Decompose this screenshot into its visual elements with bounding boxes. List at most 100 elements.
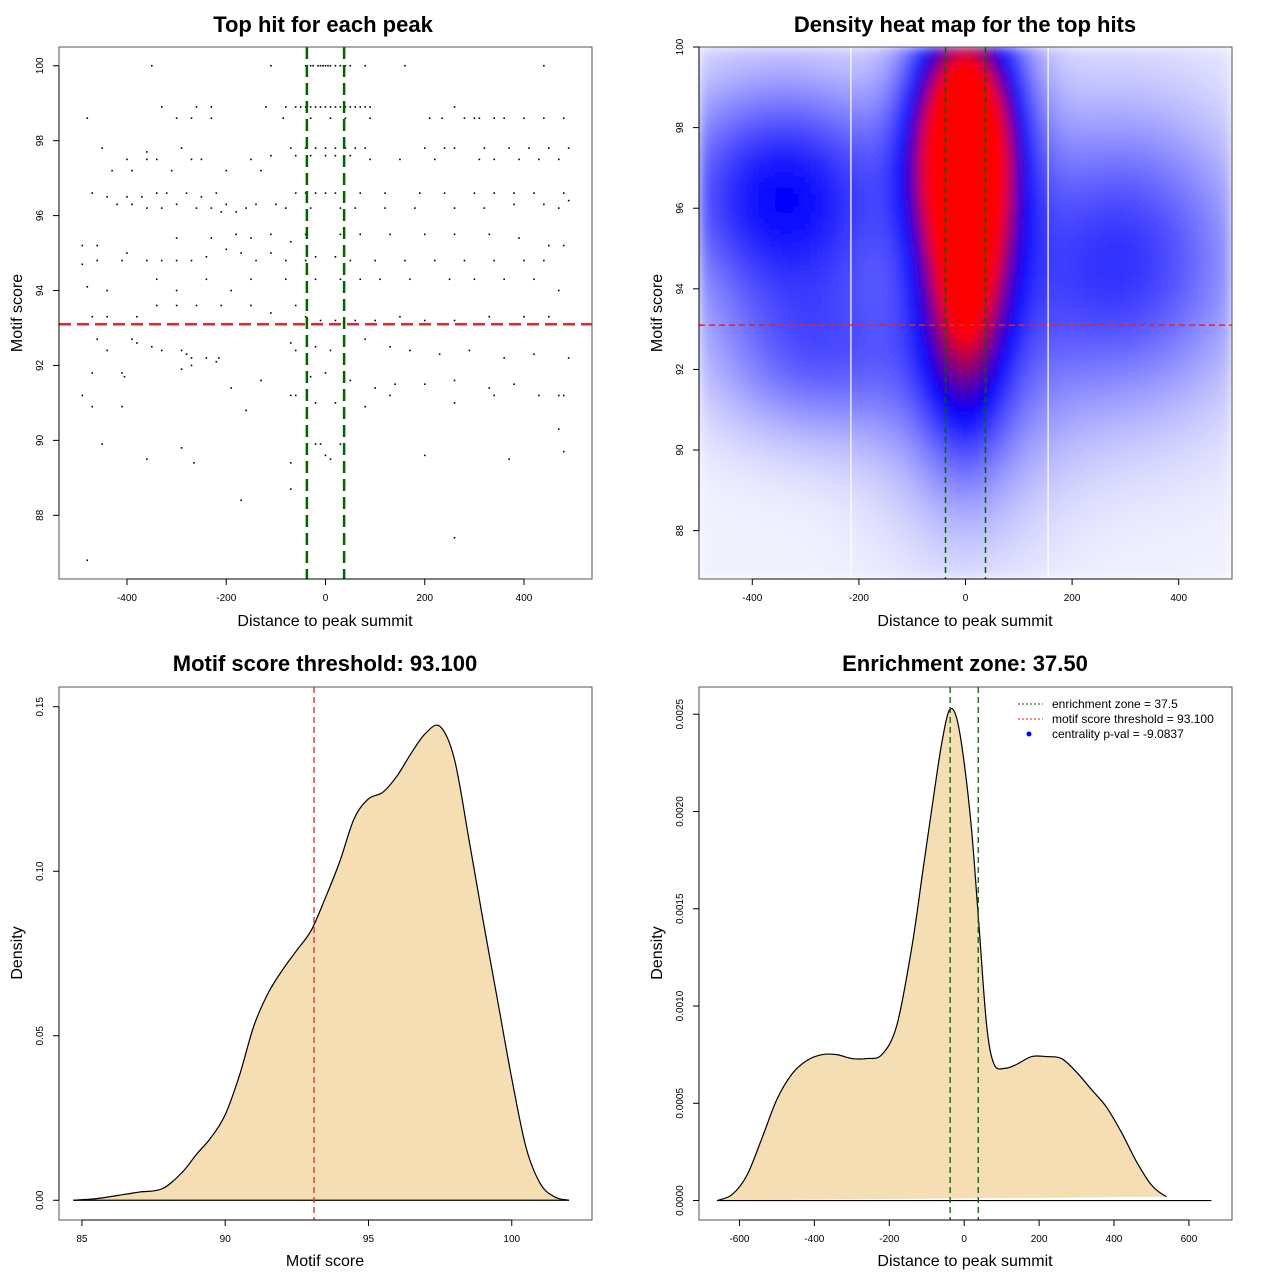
heatmap-cell xyxy=(882,318,890,326)
heatmap-cell xyxy=(846,548,854,556)
heatmap-cell xyxy=(775,395,783,403)
heatmap-cell xyxy=(888,70,895,78)
heatmap-cell xyxy=(852,52,860,60)
heatmap-cell xyxy=(947,336,955,344)
heatmap-cell xyxy=(959,99,966,107)
heatmap-cell xyxy=(852,407,860,414)
heatmap-cell xyxy=(787,271,795,279)
heatmap-cell xyxy=(805,235,813,243)
heatmap-cell xyxy=(852,235,860,243)
heatmap-cell xyxy=(787,466,795,474)
heatmap-cell xyxy=(959,58,966,66)
heatmap-cell xyxy=(704,282,712,290)
heatmap-cell xyxy=(734,359,741,367)
heatmap-cell xyxy=(846,93,854,101)
heatmap-cell xyxy=(882,105,890,113)
heatmap-cell xyxy=(899,424,907,432)
heatmap-cell xyxy=(976,223,984,231)
heatmap-cell xyxy=(769,253,777,261)
heatmap-cell xyxy=(699,377,706,385)
heatmap-cell xyxy=(899,395,907,403)
heatmap-cell xyxy=(911,81,919,89)
heatmap-cell xyxy=(763,478,771,485)
heatmap-cell xyxy=(775,111,783,119)
heatmap-cell xyxy=(970,537,978,545)
heatmap-cell xyxy=(852,543,860,550)
heatmap-cell xyxy=(769,146,777,154)
heatmap-cell xyxy=(828,135,836,143)
heatmap-cell xyxy=(739,318,747,326)
heatmap-cell xyxy=(965,99,972,107)
heatmap-cell xyxy=(905,223,913,231)
heatmap-cell xyxy=(965,176,972,184)
heatmap-cell xyxy=(739,265,747,273)
heatmap-cell xyxy=(710,353,718,361)
heatmap-cell xyxy=(911,47,919,54)
heatmap-cell xyxy=(982,212,990,219)
heatmap-cell xyxy=(787,318,795,326)
heatmap-cell xyxy=(799,353,807,361)
heatmap-cell xyxy=(704,81,712,89)
heatmap-cell xyxy=(722,353,730,361)
heatmap-cell xyxy=(1000,111,1008,119)
heatmap-cell xyxy=(699,253,706,261)
heatmap-cell xyxy=(882,200,890,208)
heatmap-cell xyxy=(728,359,736,367)
heatmap-cell xyxy=(793,271,801,279)
heatmap-cell xyxy=(1000,64,1008,72)
heatmap-cell xyxy=(870,271,878,279)
scatter-point xyxy=(364,405,367,408)
scatter-point xyxy=(210,207,213,209)
heatmap-cell xyxy=(965,472,972,480)
scatter-point xyxy=(205,278,208,281)
heatmap-cell xyxy=(751,525,759,533)
heatmap-cell xyxy=(976,76,984,83)
heatmap-cell xyxy=(704,129,712,137)
heatmap-cell xyxy=(905,288,913,296)
heatmap-cell xyxy=(965,223,972,231)
scatter-point xyxy=(260,169,262,172)
heatmap-cell xyxy=(799,223,807,231)
heatmap-cell xyxy=(728,288,736,296)
heatmap-cell xyxy=(858,412,866,420)
heatmap-cell xyxy=(799,81,807,89)
heatmap-cell xyxy=(745,200,753,208)
heatmap-cell xyxy=(793,430,801,438)
heatmap-cell xyxy=(811,342,818,349)
scatter-point xyxy=(543,64,545,67)
scatter-point xyxy=(349,106,352,108)
heatmap-cell xyxy=(864,229,872,237)
heatmap-cell xyxy=(882,182,890,190)
heatmap-cell xyxy=(953,277,961,284)
scatter-point xyxy=(225,248,228,251)
heatmap-cell xyxy=(917,182,925,190)
heatmap-cell xyxy=(822,152,830,160)
heatmap-cell xyxy=(699,259,706,267)
heatmap-cell xyxy=(882,336,890,344)
heatmap-cell xyxy=(728,489,736,497)
heatmap-cell xyxy=(763,454,771,462)
heatmap-cell xyxy=(965,141,972,148)
heatmap-cell xyxy=(763,300,771,308)
heatmap-cell xyxy=(769,247,777,255)
heatmap-cell xyxy=(840,212,848,219)
heatmap-cell xyxy=(716,146,724,154)
heatmap-cell xyxy=(846,223,854,231)
heatmap-cell xyxy=(947,300,955,308)
heatmap-cell xyxy=(828,560,836,568)
heatmap-cell xyxy=(811,288,818,296)
heatmap-cell xyxy=(870,324,878,332)
heatmap-cell xyxy=(976,111,984,119)
heatmap-cell xyxy=(734,47,741,54)
heatmap-cell xyxy=(781,407,789,414)
heatmap-cell xyxy=(828,418,836,426)
heatmap-cell xyxy=(876,99,884,107)
heatmap-cell xyxy=(775,554,783,562)
heatmap-cell xyxy=(882,93,890,101)
heatmap-cell xyxy=(710,537,718,545)
heatmap-cell xyxy=(710,217,718,225)
heatmap-cell xyxy=(899,389,907,397)
heatmap-cell xyxy=(870,170,878,178)
heatmap-cell xyxy=(793,501,801,509)
heatmap-cell xyxy=(988,472,996,480)
